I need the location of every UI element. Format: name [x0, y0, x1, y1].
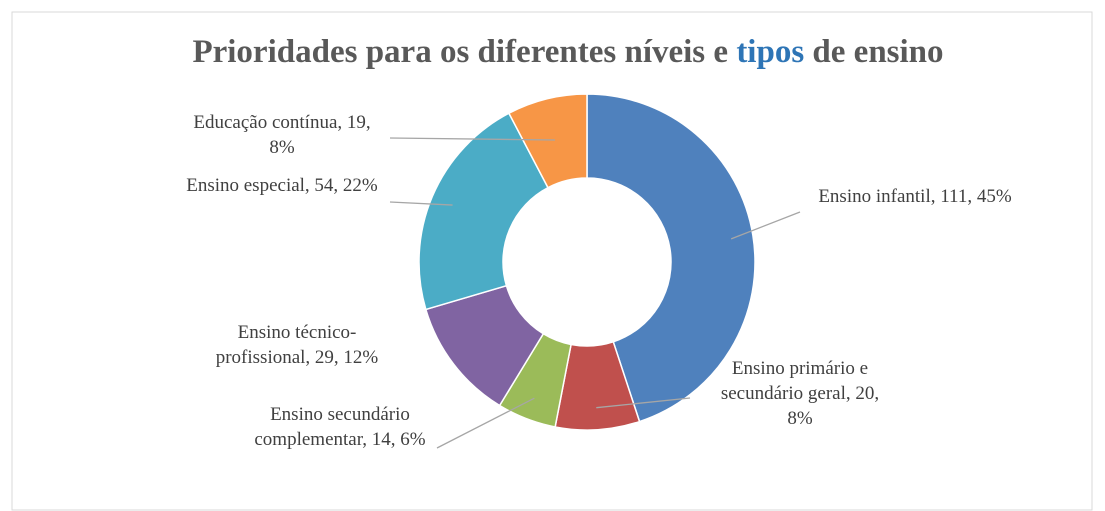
- data-label: Ensino infantil, 111, 45%: [818, 186, 1011, 207]
- donut-slice: [507, 93, 588, 189]
- leader-line: [436, 397, 535, 449]
- data-label: Ensino técnico-profissional, 29, 12%: [216, 322, 379, 368]
- donut-slice: [586, 93, 756, 423]
- leader-line: [389, 201, 453, 206]
- data-label: Ensino especial, 54, 22%: [186, 175, 378, 196]
- leader-line: [389, 137, 556, 141]
- data-label: Ensino primário e secundário geral, 20, 8%: [721, 358, 879, 429]
- chart-frame: [11, 11, 1093, 511]
- chart-title: Prioridades para os diferentes níveis e …: [192, 34, 943, 70]
- leader-line: [730, 211, 801, 240]
- leader-line: [596, 397, 691, 409]
- donut-slice: [418, 112, 549, 311]
- data-label: Ensino secundário complementar, 14, 6%: [254, 404, 425, 450]
- data-label: Educação contínua, 19, 8%: [193, 112, 370, 158]
